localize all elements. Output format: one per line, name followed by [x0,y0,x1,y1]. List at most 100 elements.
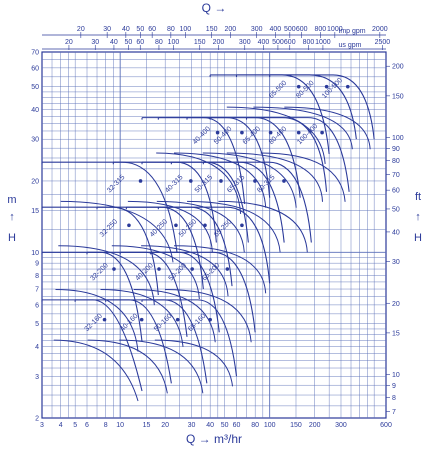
x-bottom-tick-label: 30 [188,422,196,429]
pump-curve-line-min [260,152,346,202]
y-right-tick-label: 200 [392,64,404,71]
pump-curve-line-min [165,288,252,343]
x-top-tick-label-imp: 200 [224,26,236,33]
x-top-tick-label-us: 400 [258,39,270,46]
y-right-tick-label: 8 [392,395,396,402]
x-top-tick-label-us: 800 [303,39,315,46]
pump-curve-line-min [60,200,174,263]
pump-bep-point [112,267,116,271]
x-top-tick-label-us: 300 [239,39,251,46]
y-left-tick-label: 6 [35,302,39,309]
pump-curve-line [150,251,256,333]
x-bottom-tick-label: 40 [206,422,214,429]
y-left-tick-label: 8 [35,273,39,280]
pump-model-label: 50-160 [153,313,173,333]
top-unit-row1: Imp gpm [338,28,365,35]
x-top-tick-label-us: 80 [155,39,163,46]
pump-model-label: 65-500 [268,80,288,100]
pump-curve-line-min [226,106,326,164]
y-right-tick-label: 40 [392,229,400,236]
left-axis-arrow: ↑ [9,211,15,223]
x-top-tick-label-us: 40 [110,39,118,46]
pump-bep-point [138,179,143,183]
x-top-tick-label-us: 1000 [315,39,331,46]
bottom-axis-title: Q → m³/hr [186,432,242,446]
y-left-tick-label: 9 [35,261,39,268]
x-top-tick-label-us: 60 [136,39,144,46]
x-top-tick-label-imp: 20 [77,26,85,33]
pump-model-label: 40-400 [192,126,212,146]
x-top-tick-label-imp: 500 [284,26,296,33]
pump-model-label: 65-160 [187,313,207,333]
pump-model-label: 32-315 [106,174,126,194]
x-top-tick-label-us: 30 [91,39,99,46]
y-right-tick-label: 80 [392,158,400,165]
x-top-tick-label-us: 600 [284,39,296,46]
y-left-tick-label: 15 [31,208,39,215]
pump-model-label: 32-200 [89,262,109,282]
pump-curve-line-min [100,288,184,347]
x-top-tick-label-us: 2500 [375,39,391,46]
x-top-tick-label-us: 200 [213,39,225,46]
pump-model-label: 40-250 [149,218,169,238]
pump-curve-line-min [253,106,353,150]
y-left-tick-label: 40 [31,107,39,114]
y-left-tick-label: 3 [35,374,39,381]
right-axis-title-top: ft [415,191,421,203]
pump-curve-line-min [156,152,242,214]
top-axis-title: Q → [202,1,227,15]
y-right-tick-label: 15 [392,330,400,337]
pump-bep-point [225,267,230,271]
x-top-tick-label-imp: 150 [206,26,218,33]
pump-bep-point [296,84,301,89]
pump-model-label: 32-250 [99,218,119,238]
pump-curve-line-min [111,245,200,300]
pump-model-label: 32-160 [84,313,104,333]
pump-model-label: 40-200 [134,262,154,282]
y-right-tick-label: 60 [392,188,400,195]
x-top-tick-label-us: 50 [125,39,133,46]
pump-bep-point [240,223,244,228]
plot-frame [41,51,387,419]
pump-bep-point [102,317,107,322]
y-right-tick-label: 70 [392,172,400,179]
pump-bep-point [296,130,301,135]
x-bottom-tick-label: 300 [335,422,347,429]
top-unit-row2: us gpm [339,42,362,49]
pump-model-label: 40-315 [164,174,184,194]
pump-bep-point [157,267,161,271]
x-bottom-tick-label: 20 [161,422,169,429]
pump-model-label: 50-250 [178,218,198,238]
y-left-tick-label: 60 [31,65,39,72]
x-bottom-tick-label: 200 [309,422,321,429]
pump-bep-point [268,130,273,135]
pump-curve-line-min [156,200,245,253]
pump-curve-line [269,74,375,140]
pump-curve-line-min [174,245,267,294]
x-bottom-tick-label: 150 [290,422,302,429]
pump-bep-point [215,130,220,135]
pump-curve-line-min [119,339,204,394]
x-bottom-tick-label: 5 [73,422,77,429]
pump-curve-line-min [284,106,371,150]
pump-bep-point [320,130,324,135]
pump-bep-point [190,267,194,271]
x-top-tick-label-us: 100 [168,39,180,46]
pump-curve-line [202,161,312,243]
pump-bep-point [282,179,286,183]
x-bottom-tick-label: 3 [40,422,44,429]
x-top-tick-label-imp: 30 [103,26,111,33]
x-top-tick-label-imp: 800 [314,26,326,33]
pump-curve-line [141,299,238,377]
pump-curve-line-min [133,288,216,343]
y-left-tick-label: 2 [35,416,39,423]
left-axis-title-bottom: H [8,232,16,244]
pump-curve-line-min [202,152,297,208]
x-top-tick-label-imp: 80 [167,26,175,33]
x-bottom-tick-label: 4 [59,422,63,429]
y-left-tick-label: 20 [31,178,39,185]
y-right-tick-label: 9 [392,383,396,390]
pump-curve-line [112,161,217,243]
x-top-tick-label-imp: 60 [148,26,156,33]
x-bottom-tick-label: 50 [221,422,229,429]
